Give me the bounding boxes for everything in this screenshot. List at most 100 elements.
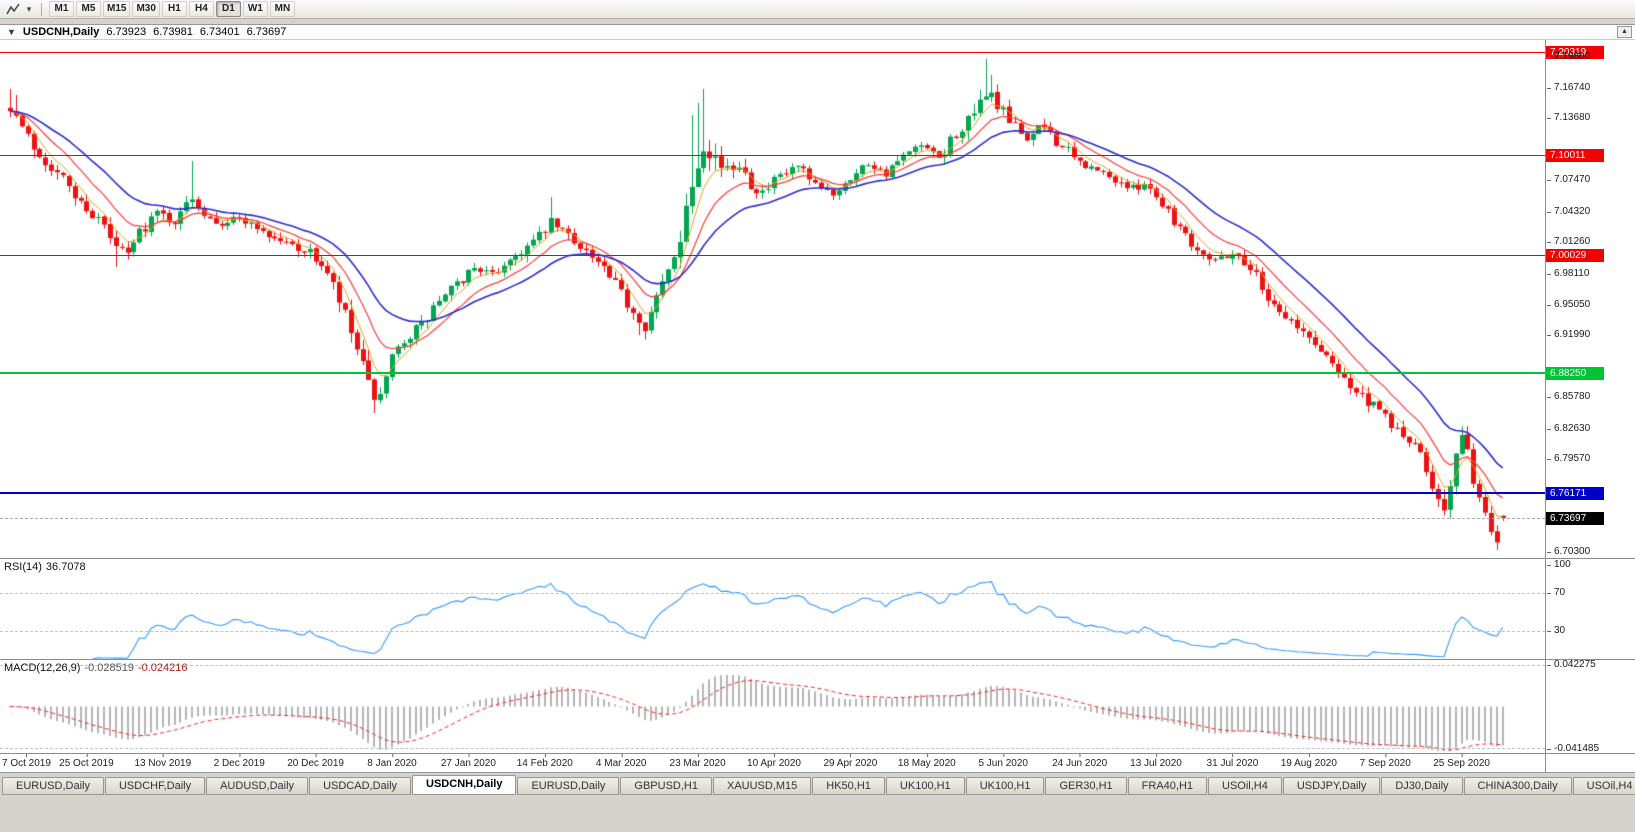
chart-tab-usdcnh-daily-4[interactable]: USDCNH,Daily <box>412 775 517 795</box>
top-toolbar: ▾ M1 M5 M15 M30 H1 H4 D1 W1 MN <box>0 0 1635 19</box>
date-label-10-apr-2020: 10 Apr 2020 <box>747 754 801 769</box>
price-tick-7.19800: 7.19800 <box>1546 51 1591 62</box>
rsi-axis[interactable]: 100 70 30 <box>1546 559 1635 659</box>
rsi-value: 36.7078 <box>45 561 86 573</box>
level-line-7.10011[interactable] <box>0 154 1545 156</box>
price-tick-7.04320: 7.04320 <box>1546 205 1591 217</box>
price-tick-6.91990: 6.91990 <box>1546 329 1591 341</box>
chart-tab-usoil-h4-17[interactable]: USOil,H4 <box>1572 777 1635 795</box>
rsi-name: RSI(14) <box>4 561 42 573</box>
macd-levels-layer <box>0 660 1545 753</box>
chart-tab-fra40-h1-12[interactable]: FRA40,H1 <box>1127 777 1208 795</box>
chart-tab-usdcad-daily-3[interactable]: USDCAD,Daily <box>309 777 412 795</box>
toolbar-separator <box>41 2 42 16</box>
rsi-levels-layer <box>0 559 1545 659</box>
timeframe-button-mn[interactable]: MN <box>269 1 295 17</box>
chart-tab-eurusd-daily-0[interactable]: EURUSD,Daily <box>2 777 104 795</box>
price-tick-7.16740: 7.16740 <box>1546 81 1591 93</box>
price-tick-6.85780: 6.85780 <box>1546 391 1591 403</box>
time-axis[interactable]: 7 Oct 2019 25 Oct 2019 13 Nov 2019 2 Dec 20… <box>0 753 1635 773</box>
timeframe-button-h4[interactable]: H4 <box>188 1 214 17</box>
quote-close: 6.73697 <box>246 26 287 38</box>
date-label-7-sep-2020: 7 Sep 2020 <box>1359 754 1411 769</box>
date-label-31-jul-2020: 31 Jul 2020 <box>1206 754 1259 769</box>
chart-scroll-button[interactable]: ▲ <box>1617 26 1632 38</box>
chart-tab-audusd-daily-2[interactable]: AUDUSD,Daily <box>206 777 309 795</box>
price-level-label-6.76171: 6.76171 <box>1546 487 1604 501</box>
level-line-6.76171[interactable] <box>0 492 1545 495</box>
level-line-7.00029[interactable] <box>0 254 1545 256</box>
timeframe-button-m30[interactable]: M30 <box>132 1 160 17</box>
date-label-2-dec-2019: 2 Dec 2019 <box>213 754 265 769</box>
chart-tab-xauusd-m15-7[interactable]: XAUUSD,M15 <box>712 777 812 795</box>
chart-tab-china300-daily-16[interactable]: CHINA300,Daily <box>1463 777 1572 795</box>
chart-tab-dj30-daily-15[interactable]: DJ30,Daily <box>1381 777 1463 795</box>
price-level-label-7.00029: 7.00029 <box>1546 248 1604 262</box>
pane-separator[interactable] <box>0 659 1635 660</box>
rsi-level-line-70 <box>0 592 1545 594</box>
level-line-6.88250[interactable] <box>0 371 1545 374</box>
macd-canvas[interactable] <box>0 660 1545 753</box>
level-line-7.20319[interactable] <box>0 51 1545 53</box>
macd-level-line-0.04 <box>0 665 1545 667</box>
rsi-tick-100: 100 <box>1547 559 1571 570</box>
date-label-5-jun-2020: 5 Jun 2020 <box>978 754 1028 769</box>
timeframe-button-m15[interactable]: M15 <box>103 1 131 17</box>
price-tick-6.98110: 6.98110 <box>1546 267 1590 279</box>
timeframe-button-h1[interactable]: H1 <box>161 1 187 17</box>
current-price-label: 6.73697 <box>1546 512 1604 526</box>
macd-level-line--0.04 <box>0 747 1545 749</box>
chart-tab-gbpusd-h1-6[interactable]: GBPUSD,H1 <box>620 777 712 795</box>
price-pane: 7.20319 7.10011 7.00029 6.88250 6.76171 6.736… <box>0 40 1635 558</box>
price-tick-7.13680: 7.13680 <box>1546 112 1591 124</box>
toolbar-dropdown-caret-icon[interactable]: ▾ <box>26 3 32 14</box>
date-label-8-jan-2020: 8 Jan 2020 <box>367 754 417 769</box>
chart-tab-ger30-h1-11[interactable]: GER30,H1 <box>1045 777 1127 795</box>
chart-tab-uk100-h1-9[interactable]: UK100,H1 <box>885 777 965 795</box>
timeframe-button-group: M1 M5 M15 M30 H1 H4 D1 W1 MN <box>49 1 295 17</box>
chart-window: ▼ USDCNH,Daily 6.73923 6.73981 6.73401 6… <box>0 24 1635 773</box>
pane-separator[interactable] <box>0 558 1635 559</box>
price-tick-6.79570: 6.79570 <box>1546 453 1591 465</box>
date-label-24-jun-2020: 24 Jun 2020 <box>1052 754 1108 769</box>
timeframe-button-m5[interactable]: M5 <box>76 1 101 17</box>
macd-name: MACD(12,26,9) <box>4 662 81 674</box>
date-label-7-oct-2019: 7 Oct 2019 <box>2 754 51 769</box>
chart-tab-usdjpy-daily-14[interactable]: USDJPY,Daily <box>1282 777 1381 795</box>
quote-high: 6.73981 <box>153 26 193 38</box>
level-lines-layer <box>0 40 1545 558</box>
macd-axis[interactable]: 0.042275 -0.041485 <box>1546 659 1635 754</box>
chart-tab-uk100-h1-10[interactable]: UK100,H1 <box>965 777 1045 795</box>
date-label-18-may-2020: 18 May 2020 <box>897 754 956 769</box>
price-chart-canvas[interactable] <box>0 40 1545 558</box>
axis-separator <box>1545 40 1546 773</box>
price-tick-7.01260: 7.01260 <box>1546 236 1591 248</box>
chart-tab-usdchf-daily-1[interactable]: USDCHF,Daily <box>104 777 206 795</box>
macd-signal-value: -0.024216 <box>137 662 188 674</box>
timeframe-button-d1[interactable]: D1 <box>215 1 241 17</box>
price-tick-6.82630: 6.82630 <box>1546 422 1591 434</box>
date-label-25-sep-2020: 25 Sep 2020 <box>1433 754 1490 769</box>
one-click-trading-toggle-icon[interactable]: ▼ <box>7 26 16 37</box>
rsi-tick-70: 70 <box>1546 586 1566 598</box>
date-label-27-jan-2020: 27 Jan 2020 <box>440 754 496 769</box>
macd-main-value: -0.028519 <box>84 662 134 674</box>
timeframe-button-m1[interactable]: M1 <box>49 1 74 17</box>
price-tick-7.07470: 7.07470 <box>1546 174 1591 186</box>
date-label-13-jul-2020: 13 Jul 2020 <box>1130 754 1182 769</box>
price-axis[interactable]: 7.20319 7.10011 7.00029 6.88250 6.76171 6.736… <box>1546 40 1635 558</box>
date-label-29-apr-2020: 29 Apr 2020 <box>823 754 878 769</box>
date-label-20-dec-2019: 20 Dec 2019 <box>287 754 344 769</box>
price-tick-6.70300: 6.70300 <box>1546 546 1591 557</box>
date-label-19-aug-2020: 19 Aug 2020 <box>1280 754 1337 769</box>
timeframe-button-w1[interactable]: W1 <box>242 1 268 17</box>
date-label-25-oct-2019: 25 Oct 2019 <box>59 754 114 769</box>
rsi-canvas[interactable] <box>0 559 1545 659</box>
chart-tab-eurusd-daily-5[interactable]: EURUSD,Daily <box>517 777 620 795</box>
chart-title-bar: ▼ USDCNH,Daily 6.73923 6.73981 6.73401 6… <box>0 25 1635 40</box>
chart-tab-hk50-h1-8[interactable]: HK50,H1 <box>812 777 885 795</box>
chart-cursor-icon[interactable] <box>4 2 22 17</box>
chart-tab-usoil-h4-13[interactable]: USOil,H4 <box>1208 777 1282 795</box>
date-label-13-nov-2019: 13 Nov 2019 <box>134 754 192 769</box>
chart-tab-bar: EURUSD,Daily USDCHF,Daily AUDUSD,Daily USDC… <box>0 772 1635 797</box>
